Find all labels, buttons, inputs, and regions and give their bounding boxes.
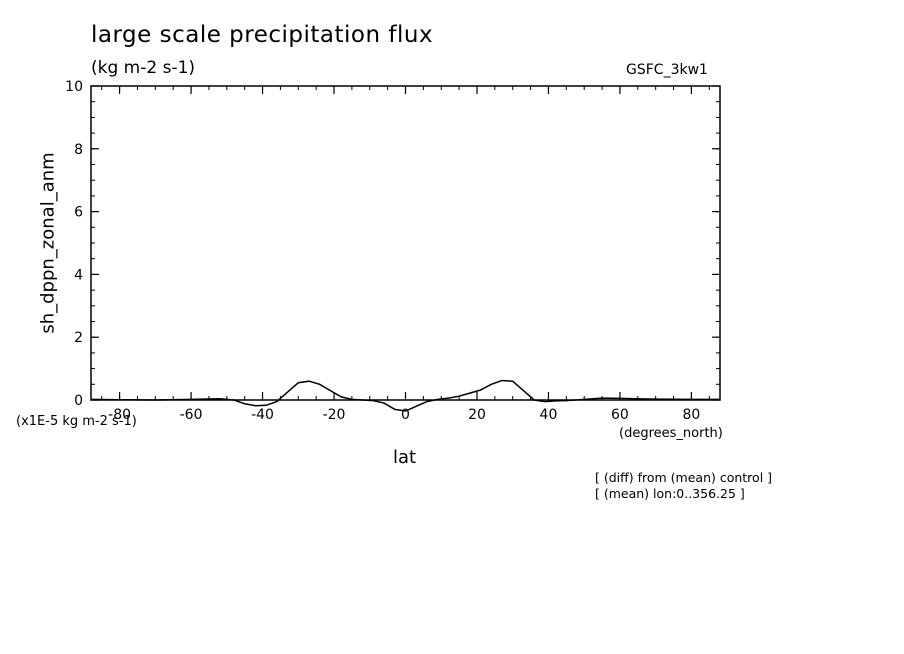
x-tick-label: -20	[323, 407, 346, 423]
x-tick-label: -60	[180, 407, 203, 423]
y-tick-label: 4	[74, 267, 83, 283]
x-tick-label: 20	[468, 407, 486, 423]
y-multiplier-label: (x1E-5 kg m-2 s-1)	[16, 414, 137, 429]
x-tick-label: 80	[682, 407, 700, 423]
x-tick-label: 60	[611, 407, 629, 423]
plot-frame	[90, 85, 721, 401]
chart-units: (kg m-2 s-1)	[91, 58, 196, 78]
x-tick-label: -80	[108, 407, 131, 423]
y-tick-label: 6	[74, 205, 83, 221]
y-tick-label: 10	[65, 79, 83, 95]
x-tick-label: -40	[251, 407, 274, 423]
y-tick-label: 8	[74, 142, 83, 158]
x-tick-label: 40	[540, 407, 558, 423]
x-axis-label: lat	[393, 447, 417, 468]
y-tick-label: 0	[74, 393, 83, 409]
chart-title: large scale precipitation flux	[91, 22, 434, 48]
model-label: GSFC_3kw1	[626, 62, 708, 78]
y-tick-label: 2	[74, 330, 83, 346]
x-tick-label: 0	[401, 407, 410, 423]
note-mean: [ (mean) lon:0..356.25 ]	[595, 486, 745, 501]
x-axis-units: (degrees_north)	[619, 426, 723, 441]
series-line	[90, 379, 720, 412]
note-diff: [ (diff) from (mean) control ]	[595, 470, 773, 485]
